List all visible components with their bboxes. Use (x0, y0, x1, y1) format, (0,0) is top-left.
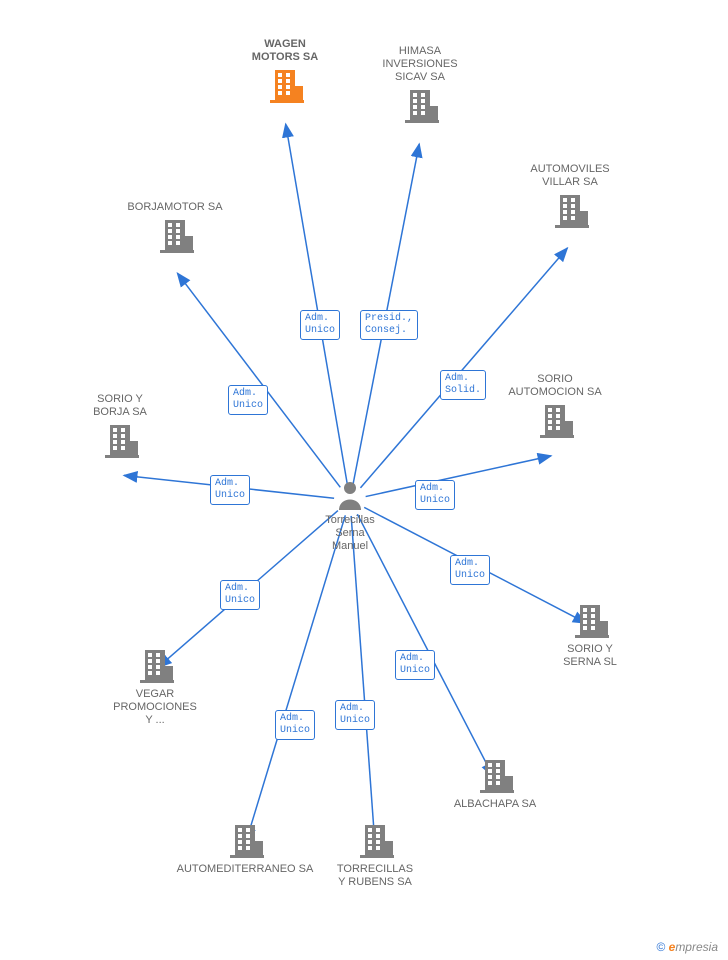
company-icon (230, 825, 264, 858)
company-label: SORIO Y BORJA SA (60, 393, 180, 419)
edge-label: Presid., Consej. (360, 310, 418, 340)
footer-attribution: © empresia (656, 940, 718, 954)
network-diagram (0, 0, 728, 960)
edge-line (351, 516, 375, 841)
company-label: HIMASA INVERSIONES SICAV SA (360, 45, 480, 85)
company-label: ALBACHAPA SA (425, 798, 565, 811)
brand-rest: mpresia (675, 940, 718, 954)
edge-label: Adm. Unico (210, 475, 250, 505)
edge-label: Adm. Unico (395, 650, 435, 680)
company-label: VEGAR PROMOCIONES Y ... (85, 688, 225, 728)
company-icon (405, 90, 439, 123)
person-icon (339, 482, 361, 510)
company-icon (105, 425, 139, 458)
edge-label: Adm. Unico (275, 710, 315, 740)
edge-label: Adm. Unico (300, 310, 340, 340)
edge-label: Adm. Unico (415, 480, 455, 510)
copyright-symbol: © (656, 940, 665, 954)
company-label: WAGEN MOTORS SA (225, 38, 345, 64)
company-icon (160, 220, 194, 253)
edge-line (366, 456, 551, 497)
company-label: SORIO AUTOMOCION SA (495, 373, 615, 399)
person-label: Torrecillas Serna Manuel (305, 514, 395, 554)
company-icon (555, 195, 589, 228)
company-label: BORJAMOTOR SA (115, 201, 235, 214)
company-icon (140, 650, 174, 683)
company-icon (270, 70, 304, 103)
company-icon (540, 405, 574, 438)
edge-line (286, 124, 348, 484)
edge-label: Adm. Unico (220, 580, 260, 610)
company-label: SORIO Y SERNA SL (520, 643, 660, 669)
company-icon (575, 605, 609, 638)
edge-label: Adm. Unico (228, 385, 268, 415)
edge-label: Adm. Unico (335, 700, 375, 730)
edge-label: Adm. Unico (450, 555, 490, 585)
edge-line (246, 515, 345, 841)
company-label: TORRECILLAS Y RUBENS SA (305, 863, 445, 889)
edge-line (177, 273, 340, 487)
company-icon (360, 825, 394, 858)
company-icon (480, 760, 514, 793)
company-label: AUTOMEDITERRANEO SA (175, 863, 315, 876)
edge-label: Adm. Solid. (440, 370, 486, 400)
company-label: AUTOMOVILES VILLAR SA (510, 163, 630, 189)
